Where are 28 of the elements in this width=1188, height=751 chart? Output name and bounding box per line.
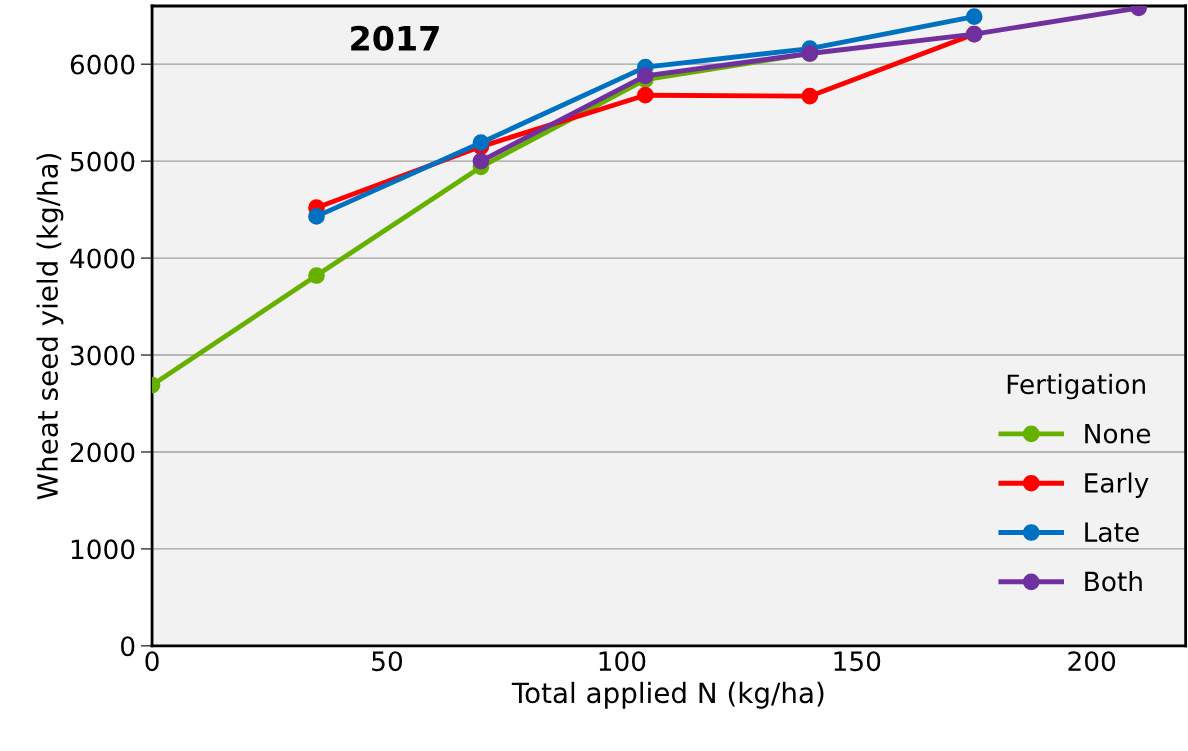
y-tick-label: 2000 [70,442,135,463]
y-tick-label: 5000 [70,151,135,172]
legend-label: None [1085,423,1151,444]
point [308,208,325,225]
point [801,87,819,105]
y-tick-label: 0 [121,636,135,657]
point [472,134,490,152]
x-axis-title: Total applied N (kg/ha) [511,681,824,709]
point [308,267,325,284]
y-tick-label: 6000 [70,54,135,75]
x-tick-label: 150 [834,651,881,672]
point [965,8,983,26]
y-tick-label: 3000 [70,345,135,366]
y-tick-label: 1000 [71,539,135,560]
y-axis-title: Wheat seed yield (kg/ha) [36,153,64,500]
y-tick-label: 4000 [70,248,135,269]
point [637,86,654,104]
x-tick-label: 100 [599,651,646,672]
point [637,67,654,85]
x-tick-label: 200 [1068,651,1116,672]
legend-label: Early [1085,472,1149,498]
chart-title: 2017 [351,25,439,51]
legend-label: Late [1085,522,1139,543]
legend-label: Both [1085,570,1142,592]
x-tick-label: 0 [145,651,159,672]
legend-title: Fertigation [1007,373,1145,400]
x-tick-label: 50 [372,651,402,672]
point [472,152,490,170]
